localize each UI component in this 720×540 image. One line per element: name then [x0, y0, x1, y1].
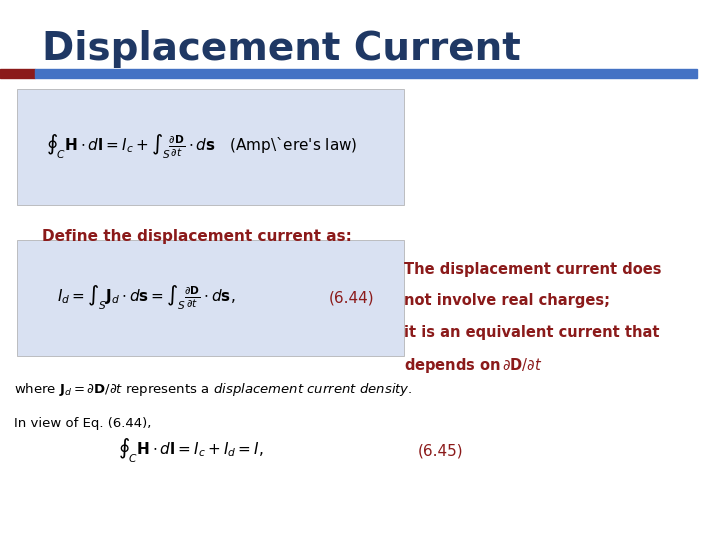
- Text: it is an equivalent current that: it is an equivalent current that: [404, 325, 660, 340]
- Text: $\oint_C \mathbf{H} \cdot d\mathbf{l} = I_c + \int_S \frac{\partial \mathbf{D}}{: $\oint_C \mathbf{H} \cdot d\mathbf{l} = …: [46, 133, 358, 161]
- Text: Define the displacement current as:: Define the displacement current as:: [42, 230, 351, 245]
- Text: where $\mathbf{J}_d = \partial\mathbf{D}/\partial t$ represents a $\mathit{displ: where $\mathbf{J}_d = \partial\mathbf{D}…: [14, 381, 413, 397]
- Text: (6.44): (6.44): [329, 291, 374, 306]
- Bar: [35, 69, 697, 78]
- Text: not involve real charges;: not involve real charges;: [404, 293, 610, 308]
- Text: (6.45): (6.45): [418, 443, 464, 458]
- Bar: [0, 69, 35, 78]
- Text: In view of Eq. (6.44),: In view of Eq. (6.44),: [14, 417, 151, 430]
- FancyBboxPatch shape: [17, 89, 404, 205]
- Text: $\oint_C \mathbf{H} \cdot d\mathbf{l} = I_c + I_d = I,$: $\oint_C \mathbf{H} \cdot d\mathbf{l} = …: [119, 437, 264, 465]
- Text: $I_d = \int_S \mathbf{J}_d \cdot d\mathbf{s} = \int_S \frac{\partial \mathbf{D}}: $I_d = \int_S \mathbf{J}_d \cdot d\mathb…: [57, 284, 235, 312]
- Text: depends on$\,\partial\mathbf{D}/\partial t$: depends on$\,\partial\mathbf{D}/\partial…: [404, 356, 543, 375]
- Text: The displacement current does: The displacement current does: [404, 262, 662, 277]
- FancyBboxPatch shape: [17, 240, 404, 356]
- Text: Displacement Current: Displacement Current: [42, 30, 521, 68]
